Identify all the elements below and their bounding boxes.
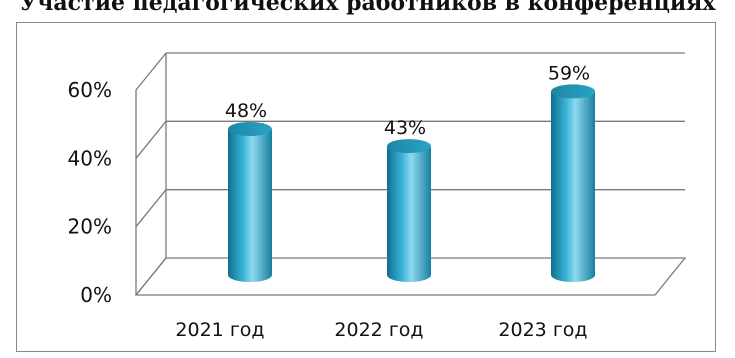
x-tick-label: 2021 год [175, 319, 264, 341]
y-axis: 0% 20% 40% 60% [68, 78, 112, 307]
chart-title: Участие педагогических работников в конф… [19, 0, 716, 16]
data-label: 59% [548, 62, 590, 84]
x-tick-label: 2022 год [334, 319, 423, 341]
grid-side-line [135, 189, 167, 228]
y-tick-label: 60% [68, 78, 112, 102]
bar-top [387, 139, 431, 154]
bar-top [228, 122, 272, 136]
data-label: 48% [225, 100, 267, 122]
y-tick-label: 20% [68, 215, 112, 239]
grid-side-line [135, 120, 167, 159]
grid-side-line [135, 52, 167, 91]
y-tick-label: 0% [80, 283, 112, 307]
bar-2 [387, 139, 431, 282]
bar-top [551, 84, 595, 99]
bars [228, 84, 595, 283]
y-tick-label: 40% [68, 146, 112, 170]
data-label: 43% [384, 117, 426, 139]
x-tick-label: 2023 год [498, 319, 587, 341]
bar-1 [228, 122, 272, 282]
chart-frame [16, 22, 716, 352]
bar-body [387, 146, 431, 282]
x-axis: 2021 год 2022 год 2023 год [175, 319, 587, 341]
bar-body [228, 129, 272, 282]
bar-3 [551, 84, 595, 283]
chart-floor [134, 257, 687, 296]
data-labels: 48% 43% 59% [225, 62, 590, 139]
bar-body [551, 91, 595, 283]
